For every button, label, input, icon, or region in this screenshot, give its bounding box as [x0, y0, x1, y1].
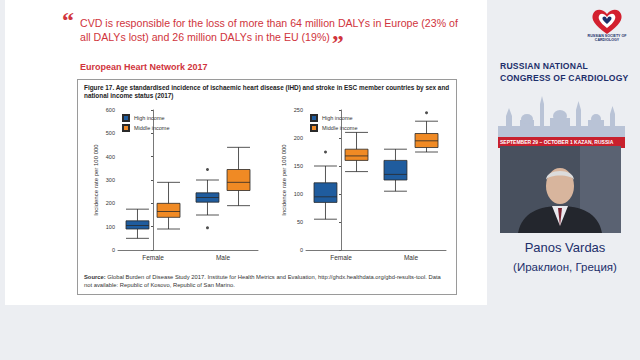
html-text:Panos Vardas: Panos Vardas	[524, 240, 606, 255]
svg-text:100: 100	[294, 191, 303, 197]
svg-text:0: 0	[300, 247, 303, 253]
svg-text:High income: High income	[322, 115, 353, 121]
svg-text:High income: High income	[134, 115, 165, 121]
svg-text:150: 150	[294, 163, 303, 169]
svg-text:400: 400	[106, 154, 115, 160]
svg-text:0: 0	[112, 247, 115, 253]
html-text:Source: Global Burden of Disea: Source: Global Burden of Disease Study 2…	[84, 274, 441, 288]
html-text:RUSSIAN SOCIETY OF CARDIOLOGY: RUSSIAN SOCIETY OF CARDIOLOGY	[587, 34, 627, 43]
svg-text:Middle income: Middle income	[322, 125, 357, 131]
html-text:RUSSIAN NATIONAL: RUSSIAN NATIONAL	[500, 61, 588, 71]
svg-text:Male: Male	[404, 254, 418, 261]
html-text:(Ираклион, Греция): (Ираклион, Греция)	[513, 261, 617, 273]
html-text:Figure 17. Age standardised in: Figure 17. Age standardised incidence of…	[84, 84, 450, 99]
svg-text:Middle income: Middle income	[134, 125, 169, 131]
svg-text:50: 50	[297, 219, 303, 225]
svg-text:Female: Female	[330, 254, 352, 261]
html-text:European Heart Network 2017: European Heart Network 2017	[80, 62, 208, 72]
svg-text:200: 200	[106, 200, 115, 206]
svg-text:250: 250	[294, 107, 303, 113]
svg-text:100: 100	[106, 224, 115, 230]
svg-text:500: 500	[106, 130, 115, 136]
svg-text:200: 200	[294, 135, 303, 141]
html-text:SEPTEMBER 29 – OCTOBER 1 KAZAN: SEPTEMBER 29 – OCTOBER 1 KAZAN, RUSSIA	[500, 139, 614, 145]
html-text:CONGRESS OF CARDIOLOGY: CONGRESS OF CARDIOLOGY	[500, 73, 629, 83]
svg-text:600: 600	[106, 107, 115, 113]
svg-text:Female: Female	[142, 254, 164, 261]
html-text:CVD is responsible for the los: CVD is responsible for the loss of more …	[80, 17, 458, 43]
svg-text:Male: Male	[216, 254, 230, 261]
svg-text:Incidence rate per 100 000: Incidence rate per 100 000	[93, 144, 99, 216]
svg-text:300: 300	[106, 177, 115, 183]
svg-text:Incidence rate per 100 000: Incidence rate per 100 000	[281, 144, 287, 216]
